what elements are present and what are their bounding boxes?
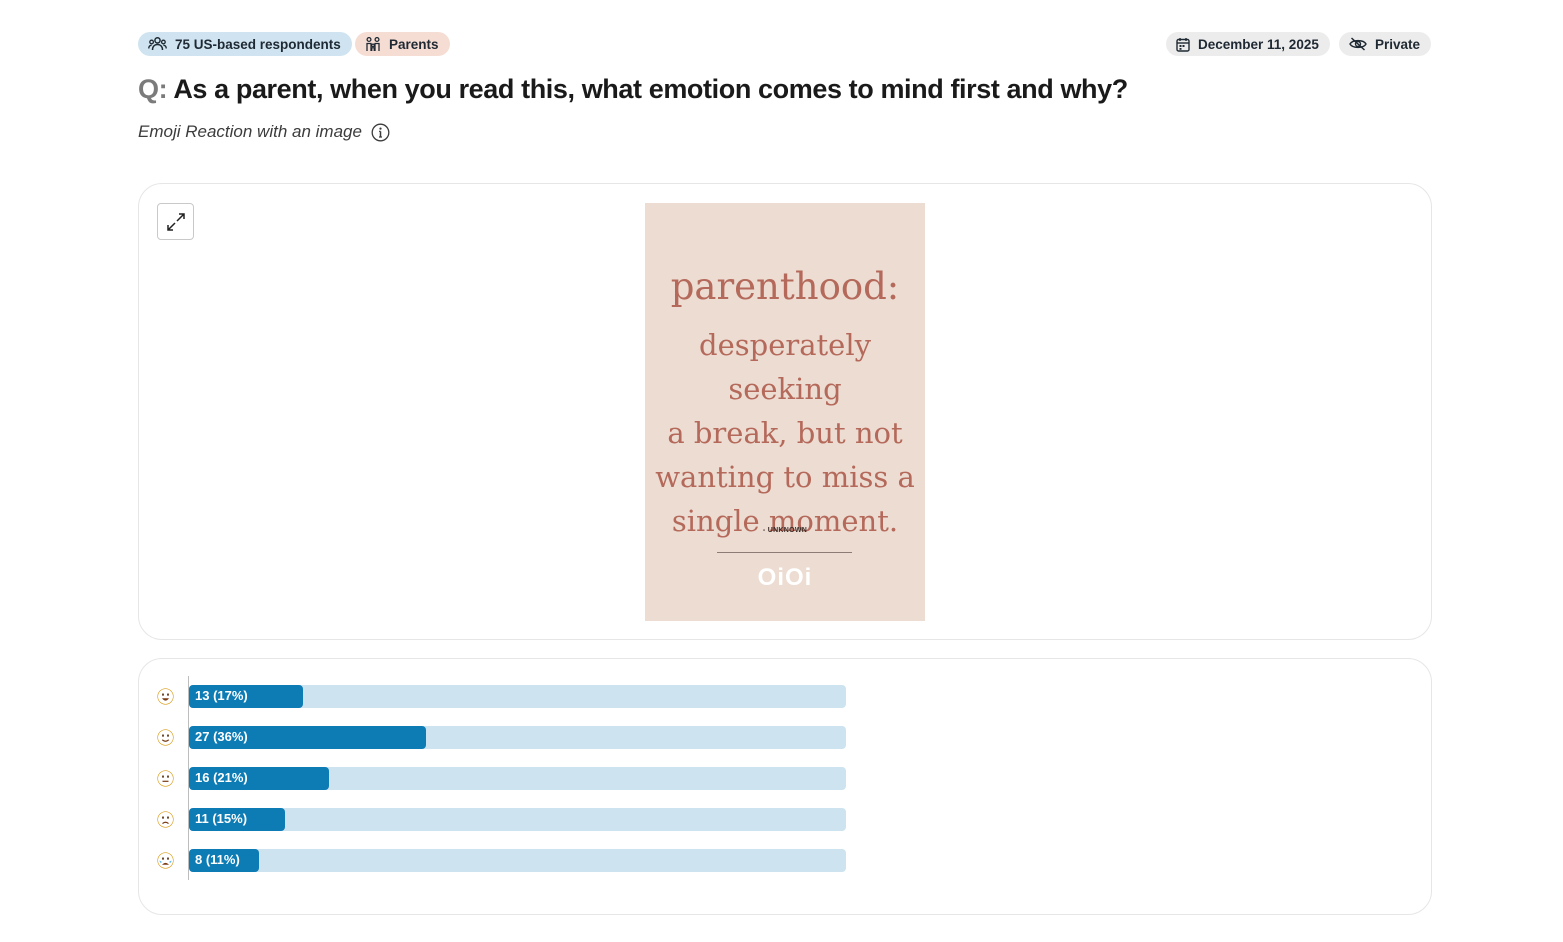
visibility-label: Private (1375, 36, 1421, 52)
calendar-icon (1176, 37, 1190, 52)
bar-row: 13 (17%) (157, 685, 847, 708)
bar-track: 13 (17%) (189, 685, 846, 708)
bar-row: 8 (11%) (157, 849, 847, 872)
quote-attribution: - UNKNOWN (762, 527, 808, 534)
question-type: Emoji Reaction with an image (138, 122, 390, 142)
results-card: 13 (17%) 27 (36%) 16 (21%) 11 (15%) 8 (11%) (138, 658, 1432, 915)
bar-track: 11 (15%) (189, 808, 846, 831)
bar-track: 27 (36%) (189, 726, 846, 749)
bar-row: 27 (36%) (157, 726, 847, 749)
date-badge: December 11, 2025 (1166, 32, 1330, 56)
respondents-label: 75 US-based respondents (175, 36, 341, 52)
bar-value-label: 27 (36%) (195, 729, 248, 744)
quote-image: parenthood: desperately seeking a break,… (645, 203, 925, 621)
expand-image-button[interactable] (157, 203, 194, 240)
quote-divider (717, 552, 852, 553)
sad-emoji-icon (157, 811, 174, 828)
bar-value-label: 8 (11%) (195, 852, 240, 867)
bar-fill (189, 849, 259, 872)
quote-line: a break, but not (667, 416, 903, 450)
bar-track: 16 (21%) (189, 767, 846, 790)
info-icon[interactable] (371, 123, 390, 142)
bar-fill (189, 767, 329, 790)
expand-icon (166, 212, 185, 231)
crying-emoji-icon (157, 852, 174, 869)
bar-row: 11 (15%) (157, 808, 847, 831)
eye-slash-icon (1349, 37, 1367, 51)
image-card: parenthood: desperately seeking a break,… (138, 183, 1432, 640)
bar-fill (189, 685, 303, 708)
bar-value-label: 13 (17%) (195, 688, 248, 703)
question-type-label: Emoji Reaction with an image (138, 122, 362, 141)
quote-line: single moment. (671, 504, 899, 538)
respondents-badge: 75 US-based respondents (138, 32, 352, 56)
bar-track: 8 (11%) (189, 849, 846, 872)
audience-badge: Parents (355, 32, 450, 56)
chart-axis (188, 676, 189, 880)
quote-body: desperately seeking a break, but not wan… (645, 323, 925, 543)
users-icon (148, 37, 167, 51)
bar-row: 16 (21%) (157, 767, 847, 790)
audience-label: Parents (389, 36, 439, 52)
question-text: As a parent, when you read this, what em… (173, 74, 1128, 104)
bar-fill (189, 726, 426, 749)
bar-fill (189, 808, 285, 831)
neutral-emoji-icon (157, 770, 174, 787)
question-title: Q: As a parent, when you read this, what… (138, 74, 1128, 105)
happy-emoji-icon (157, 729, 174, 746)
quote-line: desperately seeking (699, 328, 871, 406)
date-label: December 11, 2025 (1198, 36, 1319, 52)
visibility-badge: Private (1339, 32, 1432, 56)
family-icon (366, 36, 380, 51)
quote-line: wanting to miss a (655, 460, 915, 494)
brand-logo: OiOi (757, 564, 813, 591)
bar-value-label: 16 (21%) (195, 770, 248, 785)
bar-value-label: 11 (15%) (195, 811, 248, 826)
very-happy-emoji-icon (157, 688, 174, 705)
quote-heading: parenthood: (670, 265, 900, 308)
question-prefix: Q: (138, 74, 168, 104)
